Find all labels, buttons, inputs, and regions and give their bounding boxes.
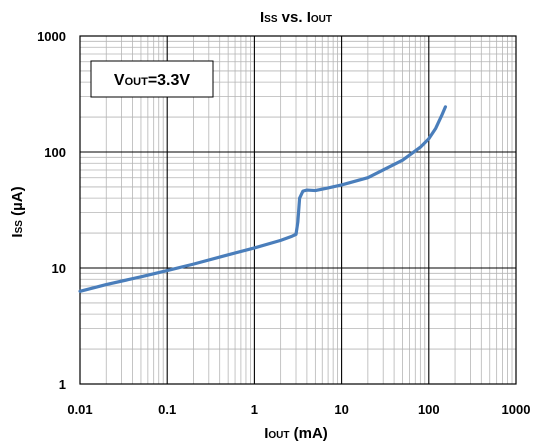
x-tick-label: 10 xyxy=(334,402,348,417)
y-tick-label: 1 xyxy=(59,377,66,392)
title-part: vs. I xyxy=(278,9,311,26)
ylabel-part: (µA) xyxy=(9,186,26,220)
x-tick-label: 1000 xyxy=(502,402,531,417)
xlabel-part: OUT xyxy=(268,430,289,441)
y-axis-label: ISS (µA) xyxy=(9,186,26,237)
series-line xyxy=(78,105,447,293)
x-tick-label: 0.1 xyxy=(158,402,176,417)
xlabel-part: (mA) xyxy=(289,425,327,442)
annotation-part: =3.3V xyxy=(148,72,191,89)
minor-gridlines xyxy=(80,36,516,384)
title-part: OUT xyxy=(311,14,332,25)
x-tick-label: 1 xyxy=(251,402,258,417)
svg-text:VOUT=3.3V: VOUT=3.3V xyxy=(114,72,190,89)
xlabel-part: I xyxy=(264,425,268,442)
annotation-part: V xyxy=(114,72,125,89)
x-tick-labels: 0.01 0.1 1 10 100 1000 xyxy=(67,402,530,417)
title-part: I xyxy=(260,9,264,26)
annotation-box: VOUT=3.3V xyxy=(90,60,214,98)
x-tick-label: 0.01 xyxy=(67,402,92,417)
ylabel-part: I xyxy=(9,233,26,237)
ylabel-part: SS xyxy=(14,220,25,234)
annotation-part: OUT xyxy=(125,76,149,88)
x-axis-label: IOUT (mA) xyxy=(264,425,328,442)
plot-area-border xyxy=(79,35,517,385)
x-tick-label: 100 xyxy=(418,402,440,417)
svg-text:IOUT (mA): IOUT (mA) xyxy=(264,425,328,442)
chart-title: ISS vs. IOUT xyxy=(260,9,332,26)
y-tick-label: 1000 xyxy=(37,29,66,44)
y-tick-label: 10 xyxy=(52,261,66,276)
svg-text:ISS (µA): ISS (µA) xyxy=(9,186,26,237)
y-tick-label: 100 xyxy=(44,145,66,160)
title-part: SS xyxy=(264,14,278,25)
svg-text:ISS vs. IOUT: ISS vs. IOUT xyxy=(260,9,332,26)
series-layer xyxy=(78,105,447,293)
y-tick-labels: 1 10 100 1000 xyxy=(37,29,66,392)
major-gridlines xyxy=(80,36,516,384)
